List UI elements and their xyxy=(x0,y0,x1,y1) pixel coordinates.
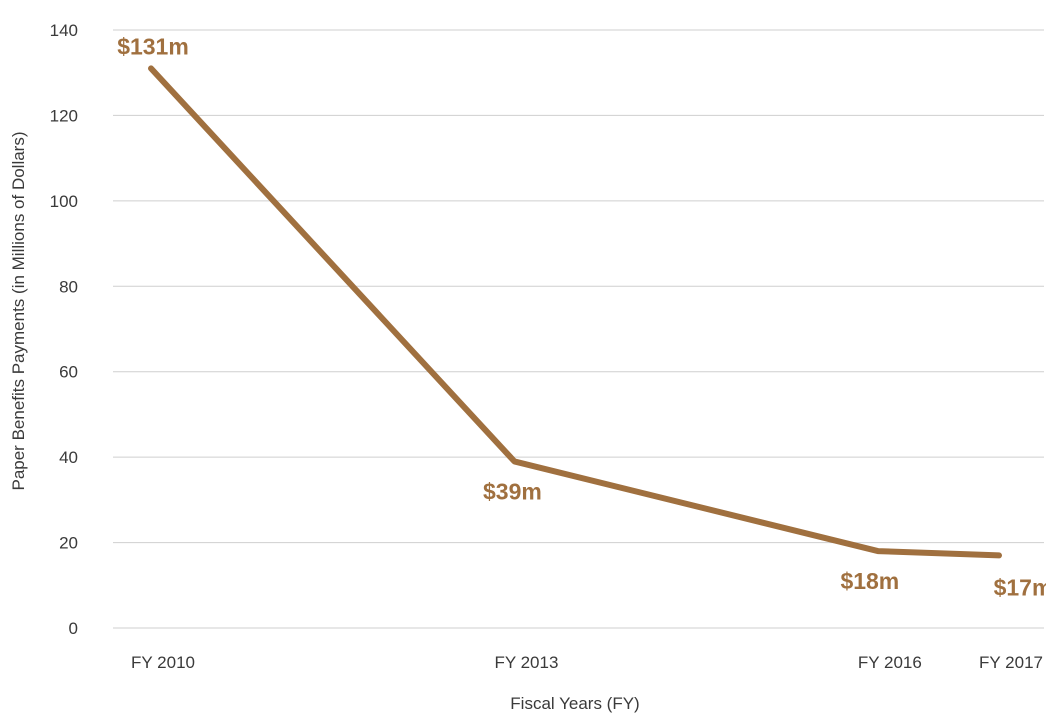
x-tick-label: FY 2017 xyxy=(979,653,1043,672)
data-label: $17m xyxy=(994,574,1046,600)
y-tick-label: 0 xyxy=(69,619,78,638)
data-label: $18m xyxy=(840,568,899,594)
y-tick-label: 20 xyxy=(59,534,78,553)
x-axis-title: Fiscal Years (FY) xyxy=(510,694,639,713)
y-tick-label: 100 xyxy=(50,192,78,211)
x-tick-label: FY 2016 xyxy=(858,653,922,672)
y-tick-label: 140 xyxy=(50,21,78,40)
x-tick-label: FY 2013 xyxy=(494,653,558,672)
gridlines xyxy=(113,29,1044,629)
series-line xyxy=(148,65,1002,559)
y-tick-label: 120 xyxy=(50,106,78,125)
y-tick-label: 80 xyxy=(59,277,78,296)
x-axis-ticks: FY 2010 FY 2013 FY 2016 FY 2017 xyxy=(131,653,1043,672)
y-tick-label: 40 xyxy=(59,448,78,467)
data-label: $131m xyxy=(117,33,189,59)
y-tick-label: 60 xyxy=(59,363,78,382)
data-label: $39m xyxy=(483,478,542,504)
y-axis-ticks: 0 20 40 60 80 100 120 140 xyxy=(50,21,78,638)
y-axis-title: Paper Benefits Payments (in Millions of … xyxy=(9,131,28,490)
data-labels: $131m $39m $18m $17m xyxy=(117,33,1046,600)
x-tick-label: FY 2010 xyxy=(131,653,195,672)
